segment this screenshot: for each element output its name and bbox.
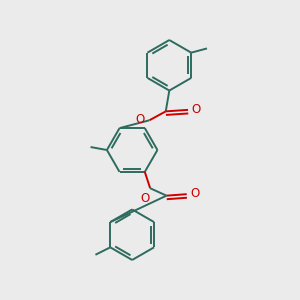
Text: O: O: [140, 192, 149, 205]
Text: O: O: [190, 187, 200, 200]
Text: O: O: [136, 113, 145, 126]
Text: O: O: [192, 103, 201, 116]
